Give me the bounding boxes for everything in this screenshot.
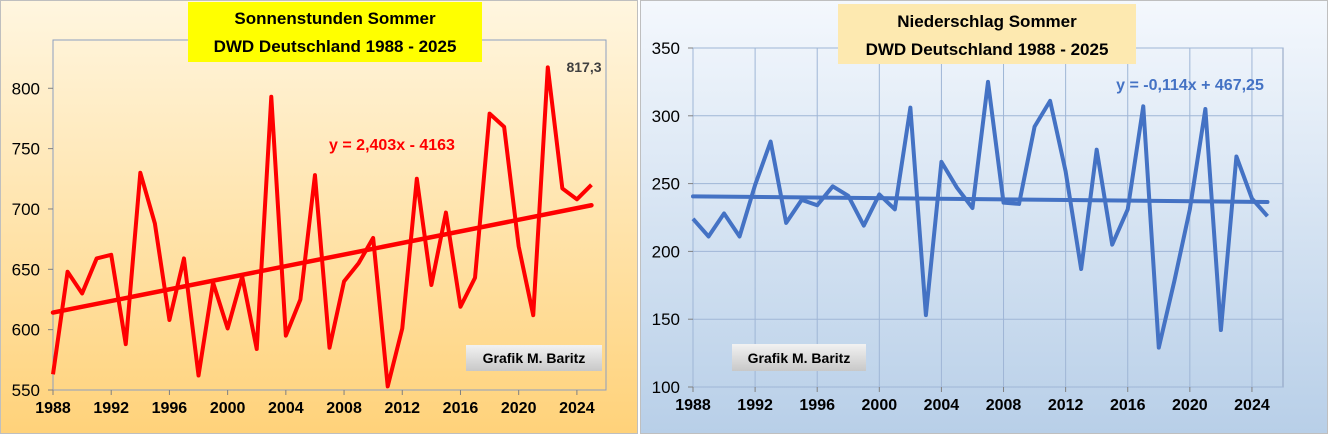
x-tick-label: 1996: [152, 400, 188, 417]
y-tick-label: 200: [652, 242, 680, 261]
x-tick-label: 2016: [1110, 397, 1146, 414]
x-tick-label: 2012: [384, 400, 420, 417]
x-tick-label: 2008: [986, 397, 1022, 414]
precipitation-chart: 100 150 200 250 300 350 1988 1992 1996 2000 2004 20…: [640, 0, 1328, 434]
x-tick-label: 1988: [675, 397, 711, 414]
x-tick-label: 1996: [799, 397, 835, 414]
x-tick-label: 2004: [924, 397, 960, 414]
title-background: [838, 4, 1136, 64]
credit-label: Grafik M. Baritz: [483, 350, 586, 366]
chart-subtitle: DWD Deutschland 1988 - 2025: [866, 40, 1109, 59]
x-tick-label: 1992: [737, 397, 773, 414]
credit-label: Grafik M. Baritz: [748, 350, 851, 366]
y-tick-label: 250: [652, 175, 680, 194]
trendline: [691, 194, 1270, 205]
x-tick-label: 2000: [862, 397, 898, 414]
y-tick-label: 300: [652, 107, 680, 126]
x-tick-label: 2000: [210, 400, 246, 417]
trend-equation: y = 2,403x - 4163: [329, 137, 455, 154]
series-line: [51, 65, 593, 389]
peak-value-label: 817,3: [566, 59, 601, 75]
chart-subtitle: DWD Deutschland 1988 - 2025: [214, 37, 457, 56]
title-background: [188, 2, 482, 62]
x-tick-label: 1992: [93, 400, 129, 417]
x-tick-label: 2024: [559, 400, 595, 417]
y-tick-label: 600: [12, 321, 40, 340]
credit-box: [732, 344, 866, 371]
credit-box: [466, 345, 602, 371]
trend-equation: y = -0,114x + 467,25: [1116, 77, 1264, 94]
y-tick-label: 550: [12, 381, 40, 400]
x-tick-label: 2024: [1234, 397, 1270, 414]
x-tick-label: 2016: [443, 400, 479, 417]
y-tick-label: 800: [12, 79, 40, 98]
y-tick-label: 700: [12, 200, 40, 219]
x-tick-label: 2008: [326, 400, 362, 417]
x-tick-label: 1988: [35, 400, 71, 417]
chart-title: Sonnenstunden Sommer: [234, 9, 436, 28]
x-tick-label: 2012: [1048, 397, 1084, 414]
x-tick-label: 2004: [268, 400, 304, 417]
y-tick-label: 350: [652, 39, 680, 58]
y-tick-label: 100: [652, 378, 680, 397]
series-line: [691, 79, 1269, 350]
chart-title: Niederschlag Sommer: [897, 12, 1077, 31]
x-tick-label: 2020: [501, 400, 537, 417]
sunshine-chart: 550 600 650 700 750 800 1988 1992 1996 2000 2004 20…: [0, 0, 638, 434]
y-tick-label: 750: [12, 140, 40, 159]
y-tick-label: 650: [12, 260, 40, 279]
x-tick-label: 2020: [1172, 397, 1208, 414]
y-tick-label: 150: [652, 310, 680, 329]
